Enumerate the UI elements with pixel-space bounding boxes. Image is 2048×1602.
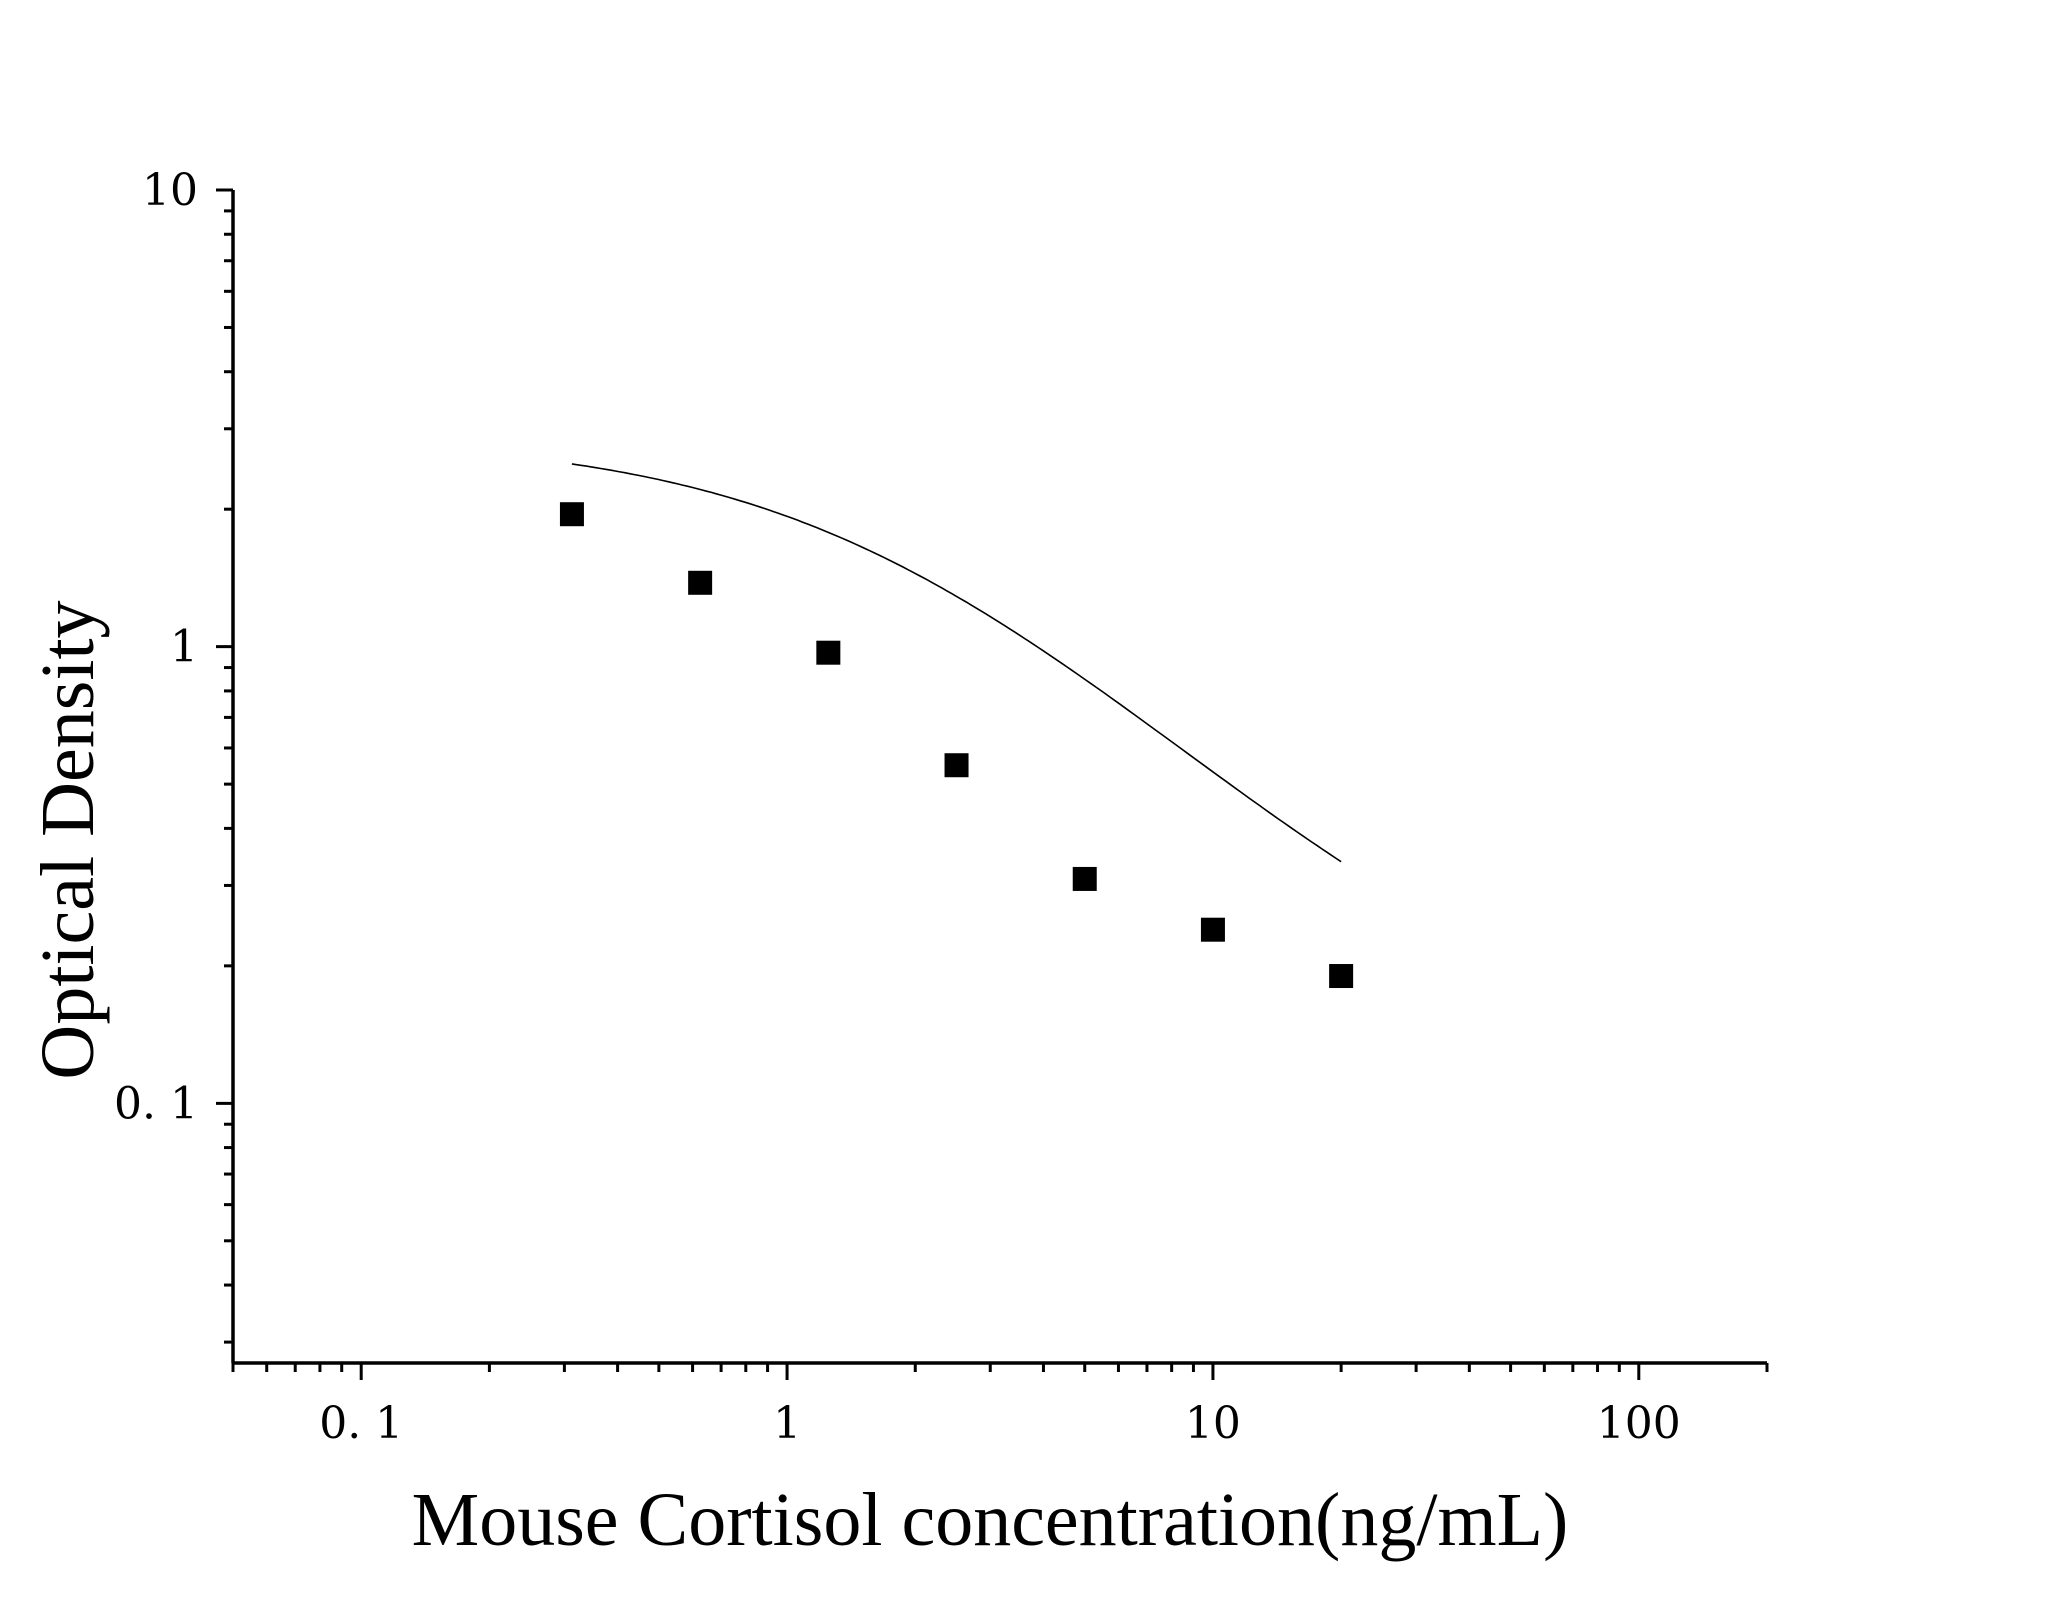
x-tick-label: 0. 1 <box>319 1398 403 1449</box>
ticks <box>216 188 1769 1380</box>
data-point <box>559 502 584 527</box>
data-point <box>1329 964 1354 989</box>
y-tick-label: 1 <box>170 622 198 673</box>
y-tick-label: 0. 1 <box>114 1078 198 1129</box>
data-point <box>688 570 713 595</box>
data-point <box>944 753 969 778</box>
data-points <box>559 502 1354 989</box>
y-tick-label: 10 <box>142 165 198 216</box>
x-axis-title: Mouse Cortisol concentration(ng/mL) <box>412 1478 1569 1562</box>
tick-labels: 0. 1 1 10 100 0. 1 1 10 <box>114 165 1681 1449</box>
axes <box>231 190 1767 1365</box>
x-tick-label: 1 <box>773 1398 801 1449</box>
x-tick-label: 10 <box>1185 1398 1241 1449</box>
x-tick-label: 100 <box>1597 1398 1681 1449</box>
data-point <box>816 640 841 665</box>
data-point <box>1072 866 1097 891</box>
y-axis-title: Optical Density <box>26 600 110 1079</box>
data-point <box>1200 917 1225 942</box>
fit-curve <box>571 463 1342 863</box>
